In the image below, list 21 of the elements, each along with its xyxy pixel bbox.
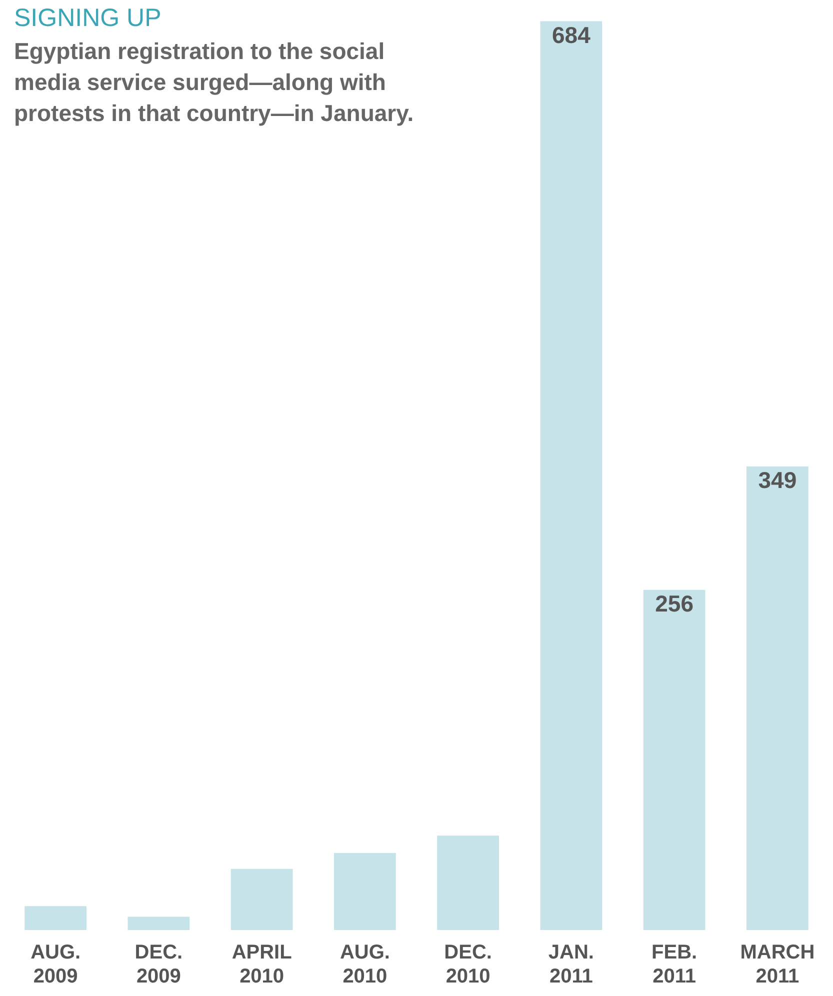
data-label: 256	[655, 590, 694, 617]
bar	[540, 21, 602, 930]
text: Egyptian registration to the social media service surged—along with protests in that country—in January.	[14, 37, 415, 128]
bar	[230, 868, 293, 930]
bar	[24, 906, 86, 930]
x-tick-label: MARCH 2011	[740, 942, 815, 988]
chart-title: SIGNING UP	[14, 4, 162, 33]
x-tick-label: JAN. 2011	[548, 942, 594, 988]
bar	[746, 466, 808, 930]
x-tick-label: DEC. 2009	[134, 942, 183, 988]
x-tick-label: FEB. 2011	[652, 942, 698, 988]
x-tick-label: AUG. 2010	[340, 942, 390, 988]
x-tick-label: APRIL 2010	[232, 942, 292, 988]
x-tick-label: DEC. 2010	[444, 942, 492, 988]
bar	[334, 852, 396, 930]
bar	[437, 836, 499, 930]
bar	[128, 916, 190, 930]
data-label: 684	[552, 22, 591, 48]
data-label: 349	[758, 467, 797, 494]
bar	[643, 590, 706, 930]
x-tick-label: AUG. 2009	[30, 942, 81, 988]
